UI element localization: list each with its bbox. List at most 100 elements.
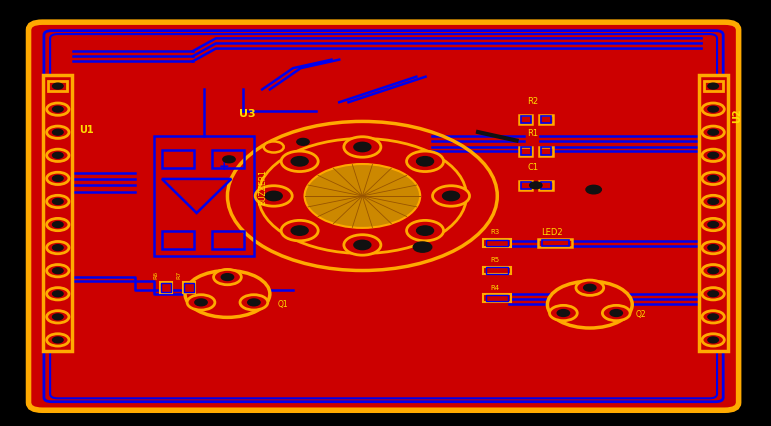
Text: R4: R4 — [490, 285, 500, 291]
Circle shape — [406, 220, 443, 241]
Circle shape — [52, 83, 63, 89]
Bar — [541, 181, 551, 189]
Circle shape — [584, 284, 596, 291]
Circle shape — [702, 334, 724, 346]
Text: BUZZER1: BUZZER1 — [258, 170, 268, 205]
Circle shape — [52, 130, 63, 135]
Text: R3: R3 — [490, 229, 500, 235]
Circle shape — [702, 195, 724, 207]
Circle shape — [305, 164, 420, 228]
Text: Q2: Q2 — [636, 311, 647, 320]
Bar — [183, 282, 195, 293]
Circle shape — [557, 310, 570, 317]
Bar — [519, 115, 533, 124]
Bar — [483, 267, 511, 274]
Circle shape — [708, 83, 719, 89]
Circle shape — [702, 242, 724, 254]
Circle shape — [586, 185, 601, 194]
Text: Q1: Q1 — [278, 300, 288, 309]
Circle shape — [702, 288, 724, 300]
Circle shape — [47, 195, 69, 207]
Circle shape — [47, 219, 69, 231]
Circle shape — [354, 240, 371, 250]
Circle shape — [47, 149, 69, 161]
Bar — [704, 81, 722, 91]
Bar — [541, 240, 569, 246]
Circle shape — [708, 268, 719, 273]
Bar — [487, 240, 508, 246]
Circle shape — [550, 305, 577, 321]
Circle shape — [52, 153, 63, 158]
Circle shape — [702, 172, 724, 184]
Circle shape — [47, 311, 69, 323]
Circle shape — [264, 141, 284, 153]
Circle shape — [52, 245, 63, 250]
Bar — [539, 115, 553, 124]
Circle shape — [708, 199, 719, 204]
Bar — [520, 147, 530, 155]
Circle shape — [52, 106, 63, 112]
Bar — [161, 283, 170, 292]
Circle shape — [413, 242, 432, 252]
Text: U2: U2 — [732, 109, 742, 124]
Circle shape — [708, 176, 719, 181]
Circle shape — [255, 186, 292, 206]
Text: R7: R7 — [177, 271, 181, 279]
Bar — [539, 181, 553, 190]
Circle shape — [702, 265, 724, 277]
Bar — [162, 150, 194, 168]
Circle shape — [47, 126, 69, 138]
Text: U3: U3 — [239, 109, 256, 119]
Circle shape — [702, 126, 724, 138]
Circle shape — [702, 311, 724, 323]
Bar — [162, 231, 194, 249]
Circle shape — [47, 103, 69, 115]
Circle shape — [702, 149, 724, 161]
Circle shape — [702, 103, 724, 115]
Bar — [483, 239, 511, 247]
Circle shape — [187, 295, 215, 310]
Bar — [49, 81, 67, 91]
Circle shape — [214, 269, 241, 285]
Bar — [539, 147, 553, 156]
Circle shape — [610, 310, 622, 317]
Bar — [519, 147, 533, 156]
Circle shape — [708, 291, 719, 296]
Circle shape — [52, 268, 63, 273]
Circle shape — [185, 271, 270, 317]
Circle shape — [52, 176, 63, 181]
Circle shape — [240, 295, 268, 310]
Bar — [154, 136, 254, 256]
Circle shape — [52, 337, 63, 343]
Text: R1: R1 — [527, 129, 538, 138]
Circle shape — [52, 291, 63, 296]
Circle shape — [47, 334, 69, 346]
Text: U1: U1 — [79, 125, 93, 135]
Circle shape — [530, 182, 542, 189]
Circle shape — [576, 280, 604, 295]
Text: R5: R5 — [490, 257, 500, 263]
Circle shape — [344, 137, 381, 157]
Text: C1: C1 — [527, 163, 538, 172]
Bar — [520, 181, 530, 189]
Bar — [212, 231, 244, 249]
Circle shape — [47, 242, 69, 254]
Circle shape — [602, 305, 630, 321]
Circle shape — [406, 151, 443, 172]
Circle shape — [416, 157, 433, 166]
Circle shape — [291, 157, 308, 166]
Circle shape — [265, 191, 282, 201]
Circle shape — [354, 142, 371, 152]
Circle shape — [443, 191, 460, 201]
Circle shape — [247, 299, 260, 306]
Text: R6: R6 — [153, 271, 158, 279]
Bar — [212, 150, 244, 168]
Circle shape — [708, 106, 719, 112]
Bar — [520, 115, 530, 123]
Circle shape — [433, 186, 470, 206]
Circle shape — [195, 299, 207, 306]
Circle shape — [708, 314, 719, 320]
Circle shape — [281, 220, 318, 241]
Bar — [160, 282, 172, 293]
Bar — [699, 75, 728, 351]
